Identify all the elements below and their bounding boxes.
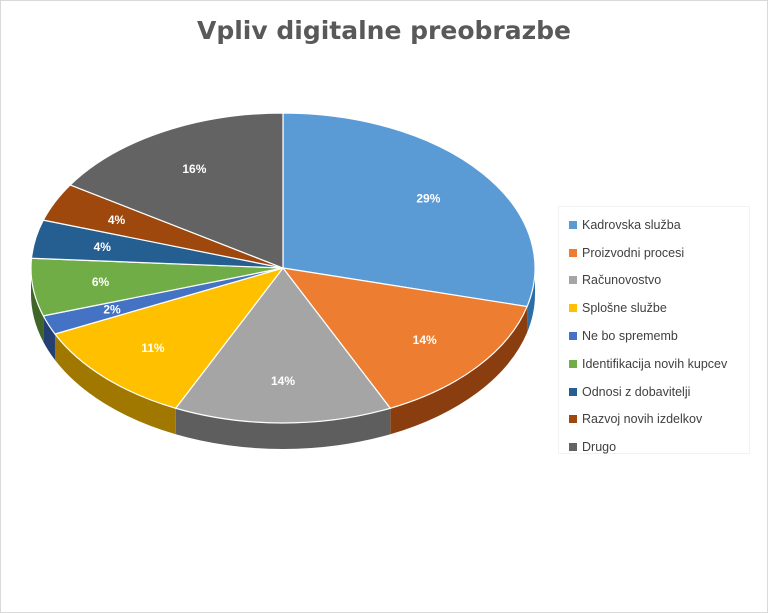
legend-item-odnosi-z-dobavitelji: Odnosi z dobavitelji (559, 378, 749, 406)
legend-item-ne-bo-sprememb: Ne bo sprememb (559, 322, 749, 350)
legend-item-drugo: Drugo (559, 433, 749, 461)
legend-label: Računovostvo (582, 273, 662, 288)
legend-label: Proizvodni procesi (582, 245, 685, 260)
legend: Kadrovska služba Proizvodni procesi Računo… (558, 206, 750, 454)
pie-side-kadrovska-sluzba (527, 268, 535, 333)
pie-slice-proizvodni-procesi (282, 267, 528, 409)
legend-item-identifikacija-novih-kupcev: Identifikacija novih kupcev (559, 350, 749, 378)
pie-side-identifikacija-novih-kupcev (31, 268, 44, 342)
legend-item-proizvodni-procesi: Proizvodni procesi (559, 239, 749, 267)
legend-item-razvoj-novih-izdelkov: Razvoj novih izdelkov (559, 406, 749, 434)
legend-swatch (569, 359, 577, 368)
data-label-ne-bo-sprememb: 2% (103, 303, 121, 317)
data-label-kadrovska-sluzba: 29% (416, 192, 440, 206)
legend-swatch (569, 304, 577, 313)
legend-label: Ne bo sprememb (582, 329, 678, 344)
pie-slice-kadrovska-sluzba (282, 112, 536, 308)
legend-item-splosne-sluzbe: Splošne službe (559, 294, 749, 322)
data-label-racunovostvo: 14% (271, 374, 295, 388)
legend-label: Razvoj novih izdelkov (582, 412, 703, 427)
legend-label: Odnosi z dobavitelji (582, 384, 691, 399)
pie-slice-drugo (69, 112, 284, 269)
data-label-odnosi-z-dobavitelji: 4% (94, 240, 112, 254)
data-label-proizvodni-procesi: 14% (413, 333, 437, 347)
pie-slice-racunovostvo (175, 267, 391, 424)
legend-swatch (569, 443, 577, 452)
legend-label: Identifikacija novih kupcev (582, 356, 728, 371)
legend-label: Drugo (582, 440, 617, 455)
data-label-identifikacija-novih-kupcev: 6% (92, 275, 110, 289)
legend-swatch (569, 248, 577, 257)
data-label-razvoj-novih-izdelkov: 4% (108, 213, 126, 227)
legend-item-kadrovska-sluzba: Kadrovska služba (559, 211, 749, 239)
legend-label: Kadrovska služba (582, 217, 681, 232)
pie-slice-splosne-sluzbe (54, 267, 284, 409)
legend-swatch (569, 276, 577, 285)
pie-side-racunovostvo (175, 408, 391, 449)
legend-label: Splošne službe (582, 301, 667, 316)
data-label-drugo: 16% (182, 162, 206, 176)
pie-side-ne-bo-sprememb (43, 315, 55, 360)
legend-swatch (569, 332, 577, 341)
legend-swatch (569, 415, 577, 424)
pie-side-proizvodni-procesi (390, 306, 528, 435)
legend-swatch (569, 387, 577, 396)
legend-item-racunovostvo: Računovostvo (559, 267, 749, 295)
chart-title: Vpliv digitalne preobrazbe (196, 16, 571, 45)
data-label-splosne-sluzbe: 11% (141, 341, 165, 355)
legend-swatch (569, 220, 577, 229)
